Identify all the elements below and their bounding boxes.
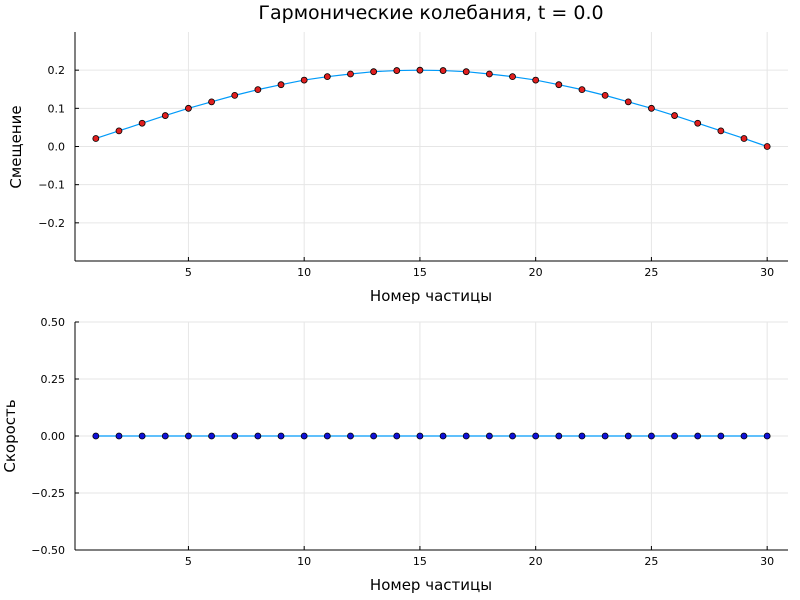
data-point [578, 86, 586, 94]
data-point [509, 73, 516, 81]
chart-title: Гармонические колебания, t = 0.0 [258, 2, 603, 24]
data-point [92, 432, 100, 440]
series-line [95, 69, 768, 148]
data-point [161, 432, 169, 440]
x-tick-label: 5 [185, 555, 192, 568]
data-point [416, 432, 424, 440]
data-point [277, 432, 285, 440]
y-tick-label: −0.2 [38, 217, 65, 230]
data-point [115, 127, 123, 135]
data-point [254, 432, 262, 440]
data-point [671, 432, 678, 440]
data-point [740, 135, 748, 142]
y-tick-label: 0.00 [41, 430, 66, 443]
data-point [485, 70, 493, 78]
data-point [763, 143, 771, 150]
y-axis-label: Смещение [7, 105, 25, 188]
data-point [763, 432, 771, 440]
data-point [138, 119, 146, 127]
data-point [532, 432, 540, 440]
data-point [648, 432, 655, 440]
x-tick-label: 25 [644, 555, 658, 568]
x-tick-label: 10 [297, 266, 311, 279]
data-point [578, 432, 586, 440]
x-tick-label: 10 [297, 555, 311, 568]
x-axis-label: Номер частицы [370, 576, 492, 594]
data-point [231, 432, 239, 440]
data-point [323, 73, 331, 81]
data-point [717, 432, 725, 440]
x-axis-label: Номер частицы [370, 287, 492, 305]
y-tick-label: 0.0 [48, 141, 66, 154]
data-point [740, 432, 748, 440]
data-point [231, 91, 239, 99]
data-point [393, 67, 401, 74]
data-point [370, 68, 378, 76]
data-point [555, 432, 563, 440]
data-point [300, 76, 308, 84]
x-tick-label: 30 [760, 555, 774, 568]
data-point [439, 67, 447, 74]
data-point [509, 432, 516, 440]
data-point [555, 81, 563, 89]
data-point [462, 68, 470, 76]
data-point [462, 432, 470, 440]
data-point [92, 135, 100, 142]
y-tick-label: −0.1 [38, 179, 65, 192]
data-point [416, 66, 424, 74]
data-point [393, 432, 401, 440]
data-point [254, 86, 262, 94]
displacement-chart: 5 10 15 20 25 30 −0.2 −0.1 0.0 0.1 0.2 Гармоническ… [7, 2, 788, 305]
y-tick-label: 0.25 [41, 373, 66, 386]
data-point [717, 127, 725, 135]
x-tick-label: 20 [529, 555, 543, 568]
y-tick-label: 0.50 [41, 316, 66, 329]
data-point [694, 119, 702, 127]
data-point [370, 432, 378, 440]
data-point [648, 104, 655, 112]
data-point [323, 432, 331, 440]
data-point [347, 432, 354, 440]
y-tick-label: 0.1 [48, 102, 66, 115]
data-point [694, 432, 702, 440]
velocity-chart: 5 10 15 20 25 30 −0.50 −0.25 0.00 0.25 0.50 Номер … [1, 316, 788, 594]
data-point [277, 81, 285, 89]
data-point [138, 432, 146, 440]
data-point [624, 98, 632, 106]
data-point [532, 76, 540, 84]
x-tick-label: 15 [413, 555, 427, 568]
data-point [485, 432, 493, 440]
data-point [671, 112, 678, 119]
x-tick-label: 30 [760, 266, 774, 279]
data-point [185, 104, 192, 112]
x-tick-label: 25 [644, 266, 658, 279]
y-tick-label: 0.2 [48, 64, 66, 77]
y-tick-label: −0.50 [31, 544, 65, 557]
y-axis-label: Скорость [1, 399, 19, 472]
data-point [208, 98, 215, 106]
data-point [161, 112, 169, 119]
data-point [624, 432, 632, 440]
data-point [208, 432, 215, 440]
data-point [601, 432, 609, 440]
x-tick-label: 20 [529, 266, 543, 279]
data-point [185, 432, 192, 440]
x-tick-label: 5 [185, 266, 192, 279]
x-tick-label: 15 [413, 266, 427, 279]
data-point [347, 70, 354, 78]
data-point [300, 432, 308, 440]
data-point [115, 432, 123, 440]
data-point [601, 91, 609, 99]
y-tick-label: −0.25 [31, 487, 65, 500]
data-point [439, 432, 447, 440]
